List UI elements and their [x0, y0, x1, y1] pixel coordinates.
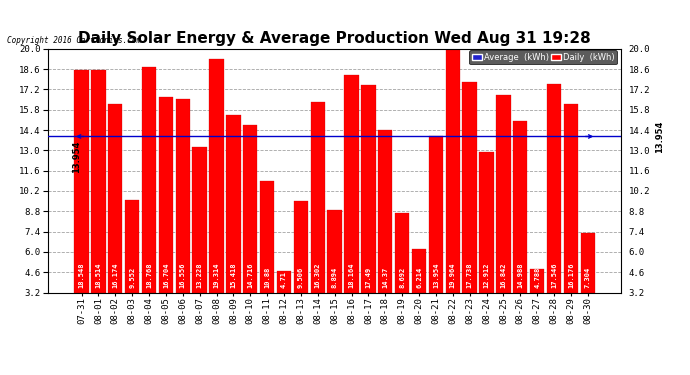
- Bar: [378, 130, 393, 292]
- Bar: [462, 82, 477, 292]
- Text: 9.552: 9.552: [129, 267, 135, 288]
- Text: 13.228: 13.228: [197, 262, 203, 288]
- Bar: [310, 102, 325, 292]
- Text: 18.548: 18.548: [79, 262, 84, 288]
- Text: 15.418: 15.418: [230, 262, 237, 288]
- Bar: [446, 49, 460, 292]
- Bar: [480, 152, 494, 292]
- Bar: [243, 125, 257, 292]
- Text: 13.954: 13.954: [656, 120, 664, 153]
- Text: 16.176: 16.176: [568, 262, 574, 288]
- Text: 14.716: 14.716: [247, 262, 253, 288]
- Text: 13.954: 13.954: [433, 262, 439, 288]
- Bar: [395, 213, 409, 292]
- Bar: [412, 249, 426, 292]
- Text: 9.506: 9.506: [298, 267, 304, 288]
- Bar: [344, 75, 359, 292]
- Text: 16.302: 16.302: [315, 262, 321, 288]
- Text: 8.894: 8.894: [332, 267, 337, 288]
- Text: 13.954: 13.954: [72, 141, 81, 173]
- Text: 19.314: 19.314: [213, 262, 219, 288]
- Title: Daily Solar Energy & Average Production Wed Aug 31 19:28: Daily Solar Energy & Average Production …: [78, 31, 591, 46]
- Text: 16.174: 16.174: [112, 262, 118, 288]
- Text: 14.37: 14.37: [382, 267, 388, 288]
- Text: 18.514: 18.514: [95, 262, 101, 288]
- Text: 17.738: 17.738: [466, 262, 473, 288]
- Text: 18.164: 18.164: [348, 262, 355, 288]
- Text: 17.49: 17.49: [366, 267, 371, 288]
- Bar: [91, 70, 106, 292]
- Text: 16.842: 16.842: [500, 262, 506, 288]
- Bar: [209, 59, 224, 292]
- Bar: [193, 147, 207, 292]
- Text: 10.88: 10.88: [264, 267, 270, 288]
- Text: 4.71: 4.71: [281, 271, 287, 288]
- Text: Copyright 2016 Cartronics.com: Copyright 2016 Cartronics.com: [7, 36, 141, 45]
- Bar: [75, 70, 89, 292]
- Bar: [142, 67, 156, 292]
- Bar: [159, 97, 173, 292]
- Bar: [513, 122, 527, 292]
- Text: 6.214: 6.214: [416, 267, 422, 288]
- Bar: [564, 104, 578, 292]
- Text: 14.988: 14.988: [518, 262, 523, 288]
- Bar: [496, 94, 511, 292]
- Text: 12.912: 12.912: [484, 262, 489, 288]
- Text: 7.304: 7.304: [585, 267, 591, 288]
- Bar: [226, 115, 241, 292]
- Bar: [108, 104, 122, 292]
- Text: 16.556: 16.556: [180, 262, 186, 288]
- Text: 17.546: 17.546: [551, 262, 557, 288]
- Bar: [547, 84, 561, 292]
- Text: 16.704: 16.704: [163, 262, 169, 288]
- Text: 8.692: 8.692: [399, 267, 405, 288]
- Bar: [428, 136, 443, 292]
- Bar: [294, 201, 308, 292]
- Bar: [125, 200, 139, 292]
- Bar: [328, 210, 342, 292]
- Legend: Average  (kWh), Daily  (kWh): Average (kWh), Daily (kWh): [469, 51, 617, 64]
- Bar: [580, 233, 595, 292]
- Text: 18.768: 18.768: [146, 262, 152, 288]
- Bar: [175, 99, 190, 292]
- Text: 4.788: 4.788: [534, 267, 540, 288]
- Bar: [277, 271, 291, 292]
- Bar: [362, 85, 375, 292]
- Bar: [260, 181, 275, 292]
- Text: 19.964: 19.964: [450, 262, 456, 288]
- Bar: [530, 270, 544, 292]
